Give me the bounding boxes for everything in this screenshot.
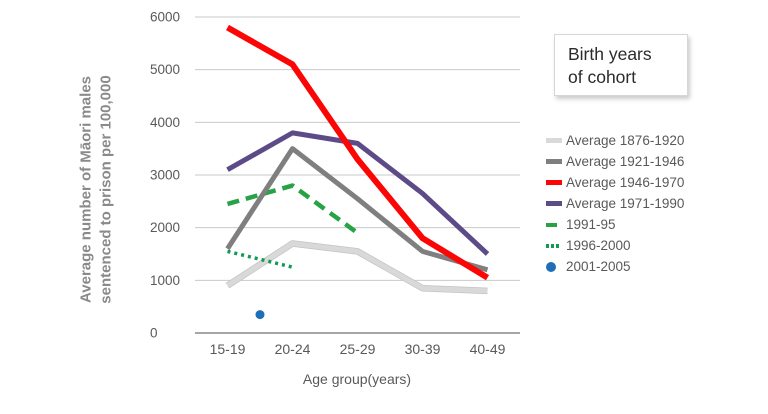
line-average-1921-1946 (225, 146, 489, 273)
legend-item: Average 1921-1946 (546, 151, 684, 172)
legend-swatch-point-icon (546, 261, 563, 272)
y-tick-label: 6000 (150, 10, 180, 25)
legend-label: Average 1921-1946 (566, 154, 685, 169)
line-average-1971-1990 (226, 130, 490, 256)
legend-item: Average 1971-1990 (546, 193, 684, 214)
legend-item: 1996-2000 (546, 235, 684, 256)
legend-label: Average 1946-1970 (566, 175, 685, 190)
legend: Average 1876-1920 Average 1921-1946 Averag… (546, 130, 684, 277)
data-point-2001-2005 (255, 310, 265, 320)
legend-swatch-solid-icon (546, 138, 563, 143)
legend-label: Average 1971-1990 (566, 196, 685, 211)
line-average-1946-1970 (226, 24, 490, 281)
legend-item: 2001-2005 (546, 256, 684, 277)
legend-label: Average 1876-1920 (566, 133, 685, 148)
legend-title-line2: of cohort (568, 67, 637, 88)
x-tick-label: 15-19 (210, 341, 246, 357)
y-tick-label: 5000 (150, 62, 180, 77)
x-tick-label: 20-24 (275, 341, 311, 357)
y-tick-label: 0 (150, 326, 158, 341)
y-tick-label: 2000 (150, 220, 180, 235)
y-tick-label: 1000 (150, 273, 180, 288)
legend-label: 1996-2000 (566, 238, 631, 253)
legend-item: Average 1946-1970 (546, 172, 684, 193)
legend-swatch-solid-icon (546, 180, 563, 185)
legend-swatch-solid-icon (546, 159, 563, 164)
legend-title-line1: Birth years (568, 44, 652, 64)
legend-label: 2001-2005 (566, 259, 631, 274)
x-tick-label: 40-49 (470, 341, 506, 357)
legend-title-box: Birth years of cohort (554, 34, 688, 96)
x-axis-title: Age group(years) (302, 371, 412, 387)
legend-swatch-dashed-icon (546, 222, 563, 227)
y-tick-label: 3000 (150, 168, 180, 183)
x-tick-label: 25-29 (340, 341, 376, 357)
legend-label: 1991-95 (566, 217, 616, 232)
legend-swatch-dotted-icon (546, 243, 563, 248)
line-1991-95 (226, 183, 359, 235)
y-tick-label: 4000 (150, 115, 180, 130)
x-tick-label: 30-39 (405, 341, 441, 357)
legend-item: Average 1876-1920 (546, 130, 684, 151)
line-average-1876-1920 (226, 240, 488, 294)
legend-item: 1991-95 (546, 214, 684, 235)
legend-swatch-solid-icon (546, 201, 563, 206)
